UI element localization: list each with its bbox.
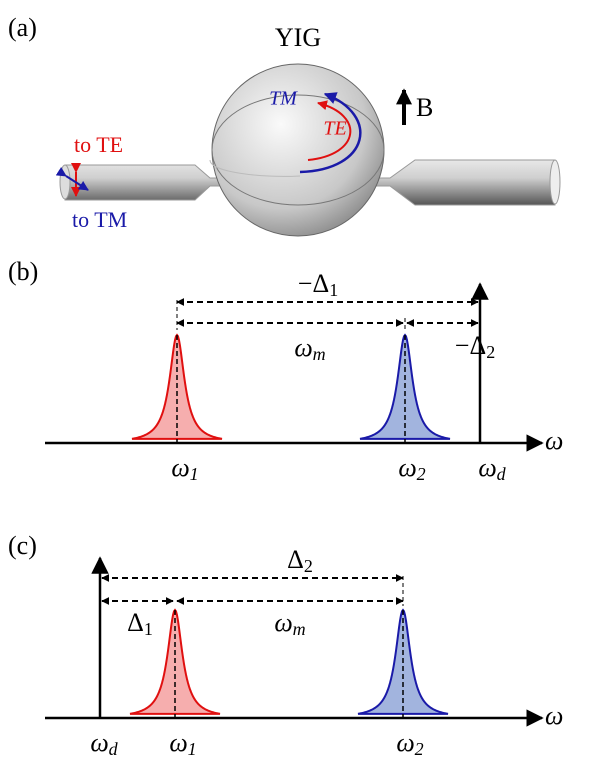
panel-label: (c) — [8, 531, 37, 560]
span-label: −Δ2 — [455, 331, 495, 362]
tm-pol — [55, 166, 89, 191]
fiber-through — [209, 159, 301, 177]
tick-label: ω2 — [398, 453, 425, 484]
yig-sphere — [211, 63, 385, 237]
sub: 2 — [486, 342, 495, 362]
panel-label: (b) — [8, 257, 38, 286]
sub: 1 — [144, 619, 153, 639]
tick-label: ωd — [90, 728, 118, 759]
span-label: Δ2 — [287, 545, 313, 576]
tm-arc — [299, 92, 362, 174]
main: Δ — [287, 545, 304, 574]
main: −Δ — [298, 269, 329, 298]
main: ω — [294, 333, 312, 362]
main: ω — [274, 608, 292, 637]
tick-label: ω1 — [169, 728, 196, 759]
sub: m — [293, 619, 306, 639]
fiber-end — [59, 164, 71, 200]
equator — [211, 94, 385, 206]
main: ω — [398, 453, 416, 482]
main: ω — [90, 728, 108, 757]
axis-label: ω — [545, 701, 563, 730]
span-label: Δ1 — [127, 608, 153, 639]
sub: 1 — [190, 464, 199, 484]
fiber-end — [549, 159, 561, 205]
te-label: TE — [323, 118, 346, 140]
sub: 2 — [304, 556, 313, 576]
sub: d — [109, 739, 119, 759]
span-label: ωm — [294, 333, 325, 364]
sub: m — [313, 344, 326, 364]
axis-label: ω — [545, 426, 563, 455]
main: Δ — [127, 608, 144, 637]
sub: 2 — [415, 739, 424, 759]
span-label: −Δ1 — [298, 269, 338, 300]
tick-label: ω2 — [396, 728, 423, 759]
sub: 1 — [188, 739, 197, 759]
tick-label: ω1 — [171, 453, 198, 484]
tm-label: TM — [269, 88, 298, 110]
sub: d — [497, 464, 507, 484]
main: −Δ — [455, 331, 486, 360]
sphere-label: YIG — [275, 23, 321, 52]
to-te-label: to TE — [74, 132, 123, 157]
main: ω — [171, 453, 189, 482]
sub: 1 — [329, 280, 338, 300]
span-label: ωm — [274, 608, 305, 639]
te-arc — [307, 100, 352, 161]
main: ω — [396, 728, 414, 757]
panel-label: (a) — [8, 13, 37, 42]
main: ω — [478, 453, 496, 482]
sub: 2 — [417, 464, 426, 484]
to-tm-label: to TM — [72, 207, 127, 232]
field-label: B — [416, 93, 433, 122]
tick-label: ωd — [478, 453, 506, 484]
main: ω — [169, 728, 187, 757]
